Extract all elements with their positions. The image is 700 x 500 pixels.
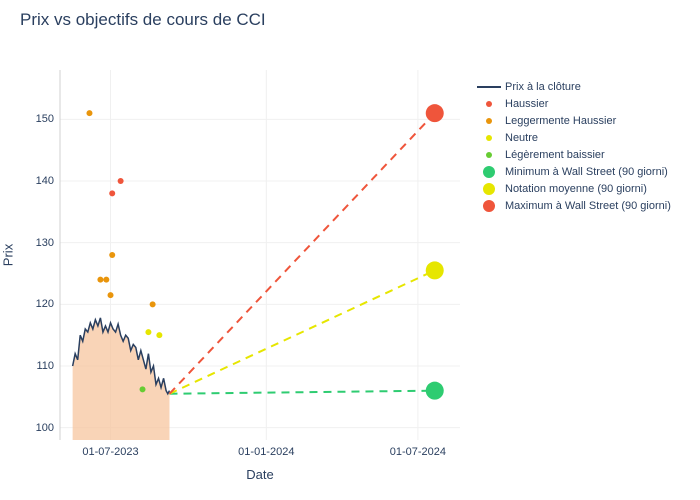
legend-swatch	[475, 114, 503, 128]
projection-line-maximum	[169, 113, 434, 394]
analyst-dot	[86, 110, 92, 116]
legend-label: Maximum à Wall Street (90 giorni)	[505, 200, 671, 212]
legend-swatch	[475, 199, 503, 213]
legend-item[interactable]: Leggermente Haussier	[475, 112, 671, 129]
x-tick-label: 01-07-2023	[82, 446, 138, 458]
projection-end-minimum	[426, 382, 444, 400]
analyst-dot	[103, 277, 109, 283]
legend-item[interactable]: Minimum à Wall Street (90 giorni)	[475, 163, 671, 180]
analyst-dot	[140, 386, 146, 392]
analyst-dot	[145, 329, 151, 335]
analyst-dot	[109, 252, 115, 258]
legend-label: Prix à la clôture	[505, 81, 581, 93]
analyst-dot	[150, 301, 156, 307]
y-tick-label: 100	[24, 422, 54, 434]
legend-label: Haussier	[505, 98, 548, 110]
legend-label: Notation moyenne (90 giorni)	[505, 183, 647, 195]
legend-swatch	[475, 131, 503, 145]
legend-item[interactable]: Haussier	[475, 95, 671, 112]
chart-container: Prix vs objectifs de cours de CCI Prix D…	[0, 0, 700, 500]
projection-end-moyenne	[426, 261, 444, 279]
y-tick-label: 140	[24, 175, 54, 187]
x-tick-label: 01-01-2024	[238, 446, 294, 458]
legend-item[interactable]: Légèrement baissier	[475, 146, 671, 163]
analyst-dot	[109, 190, 115, 196]
projection-line-moyenne	[169, 270, 434, 393]
legend-item[interactable]: Notation moyenne (90 giorni)	[475, 180, 671, 197]
projection-end-maximum	[426, 104, 444, 122]
projection-line-minimum	[169, 391, 434, 394]
analyst-dot	[156, 332, 162, 338]
legend-label: Neutre	[505, 132, 538, 144]
legend-swatch	[475, 80, 503, 94]
legend-swatch	[475, 148, 503, 162]
legend-swatch	[475, 97, 503, 111]
legend-item[interactable]: Maximum à Wall Street (90 giorni)	[475, 197, 671, 214]
legend-label: Minimum à Wall Street (90 giorni)	[505, 166, 668, 178]
y-tick-label: 150	[24, 113, 54, 125]
y-tick-label: 130	[24, 237, 54, 249]
legend-item[interactable]: Prix à la clôture	[475, 78, 671, 95]
legend-swatch	[475, 165, 503, 179]
legend: Prix à la clôture Haussier Leggermente Hau…	[475, 78, 671, 214]
analyst-dot	[108, 292, 114, 298]
analyst-dot	[97, 277, 103, 283]
y-tick-label: 110	[24, 360, 54, 372]
legend-swatch	[475, 182, 503, 196]
y-tick-label: 120	[24, 298, 54, 310]
legend-label: Légèrement baissier	[505, 149, 605, 161]
legend-label: Leggermente Haussier	[505, 115, 616, 127]
analyst-dot	[118, 178, 124, 184]
legend-item[interactable]: Neutre	[475, 129, 671, 146]
plot-area	[0, 0, 700, 500]
x-tick-label: 01-07-2024	[390, 446, 446, 458]
